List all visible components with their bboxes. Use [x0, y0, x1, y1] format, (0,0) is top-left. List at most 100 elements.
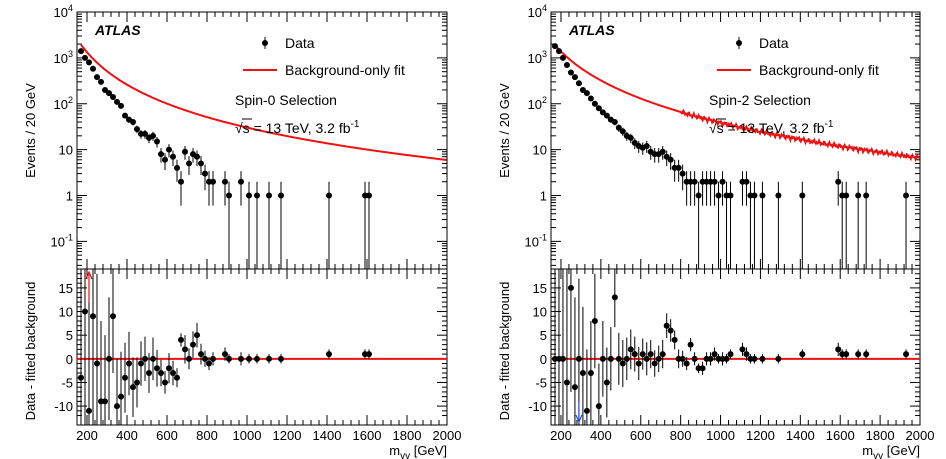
residual-point	[727, 351, 734, 358]
sqrt-s: √s	[235, 120, 250, 136]
data-point	[366, 192, 372, 199]
residual-point	[699, 365, 706, 372]
fit-curve	[554, 44, 921, 163]
data-point	[575, 80, 582, 87]
residual-point	[366, 351, 372, 358]
tick-base: 10	[528, 51, 542, 66]
x-tick-label: 1400	[313, 428, 342, 443]
y-tick-label: 103	[54, 49, 73, 66]
data-point	[266, 192, 272, 199]
data-point	[162, 156, 168, 163]
data-point	[667, 156, 674, 163]
data-point	[94, 74, 100, 81]
residual-point	[206, 360, 212, 367]
residual-point	[174, 374, 180, 381]
sqrt-s: √s	[709, 120, 724, 136]
residual-offscale-arrowhead	[85, 270, 93, 280]
residual-point	[170, 370, 176, 376]
residual-y-tick-label: -5	[535, 375, 547, 390]
residual-point	[619, 360, 626, 367]
data-point	[102, 86, 108, 93]
data-point	[679, 170, 686, 177]
data-point	[643, 142, 650, 149]
residual-point	[559, 355, 566, 362]
residual-point	[671, 336, 678, 343]
residual-point	[118, 393, 124, 400]
data-point	[675, 164, 682, 171]
residual-point	[126, 360, 132, 367]
data-point	[619, 128, 626, 135]
residual-point	[647, 351, 654, 358]
residual-point	[182, 346, 188, 353]
atlas-label: ATLAS	[94, 22, 141, 38]
residual-point	[158, 370, 164, 376]
energy-lumi-value: = 13 TeV, 3.2 fb	[250, 120, 351, 136]
legend-fit-label: Background-only fit	[285, 62, 405, 78]
data-point	[659, 148, 666, 155]
residual-plot-frame	[76, 268, 448, 426]
selection-label: Spin-0 Selection	[235, 92, 337, 108]
legend-data-label: Data	[285, 35, 315, 51]
x-tick-label: 200	[76, 428, 98, 443]
legend: Data Background-only fit	[717, 35, 879, 78]
x-axis-ticks: 200 400 600 800 1000 1200 1400 1600 1800 2000	[76, 12, 461, 443]
tick-exponent: 2	[542, 95, 547, 105]
residual-y-tick-label: 0	[540, 352, 547, 367]
residual-point	[150, 355, 156, 362]
residual-point	[210, 355, 216, 362]
data-point	[130, 119, 136, 126]
residual-point	[615, 355, 622, 362]
data-point	[246, 192, 252, 199]
y-axis-label: Events / 20 GeV	[23, 83, 38, 178]
x-tick-label: 1400	[786, 428, 815, 443]
data-point	[611, 119, 618, 126]
residual-point	[226, 355, 232, 362]
data-point	[695, 192, 702, 199]
residual-point	[202, 355, 208, 362]
data-point	[711, 178, 718, 185]
residual-point	[855, 351, 862, 358]
fit-curve	[80, 44, 447, 161]
residual-point	[863, 351, 870, 358]
residual-point	[775, 355, 782, 362]
data-point	[715, 192, 722, 199]
residual-point	[711, 351, 718, 358]
residual-point	[623, 355, 630, 362]
data-point	[170, 153, 176, 160]
residual-point	[575, 355, 582, 362]
residual-point	[106, 355, 112, 362]
data-point	[226, 192, 232, 199]
data-point	[719, 178, 726, 185]
residual-point	[687, 341, 694, 348]
residual-point	[655, 355, 662, 362]
residual-point	[82, 308, 88, 315]
residual-y-tick-label: 10	[533, 305, 547, 320]
residual-point	[591, 318, 598, 324]
data-point	[174, 164, 180, 171]
energy-luminosity-label: √s = 13 TeV, 3.2 fb-1	[709, 119, 834, 136]
data-point	[142, 130, 148, 137]
legend: Data Background-only fit	[243, 35, 405, 78]
x-axis-label-main: m	[862, 443, 873, 458]
residual-offscale-arrowhead	[575, 414, 583, 424]
residual-point	[162, 379, 168, 386]
data-point	[903, 192, 910, 199]
tick-base: 10	[54, 51, 68, 66]
y-tick-label: 103	[528, 49, 547, 66]
tick-exponent: 4	[68, 3, 73, 13]
data-point	[326, 192, 332, 199]
residual-y-tick-label: -10	[528, 399, 547, 414]
residual-point	[114, 403, 120, 410]
residual-point	[166, 365, 172, 372]
residual-point	[603, 379, 610, 386]
x-tick-label: 1000	[233, 428, 262, 443]
data-point	[198, 160, 204, 167]
data-point	[555, 48, 562, 55]
data-point	[202, 170, 208, 177]
residual-point	[631, 351, 638, 358]
x-tick-label: 1600	[826, 428, 855, 443]
main-plot-frame	[550, 11, 921, 270]
data-point	[182, 148, 188, 155]
residual-point	[643, 355, 650, 362]
x-axis-label-unit: [GeV]	[883, 443, 920, 458]
